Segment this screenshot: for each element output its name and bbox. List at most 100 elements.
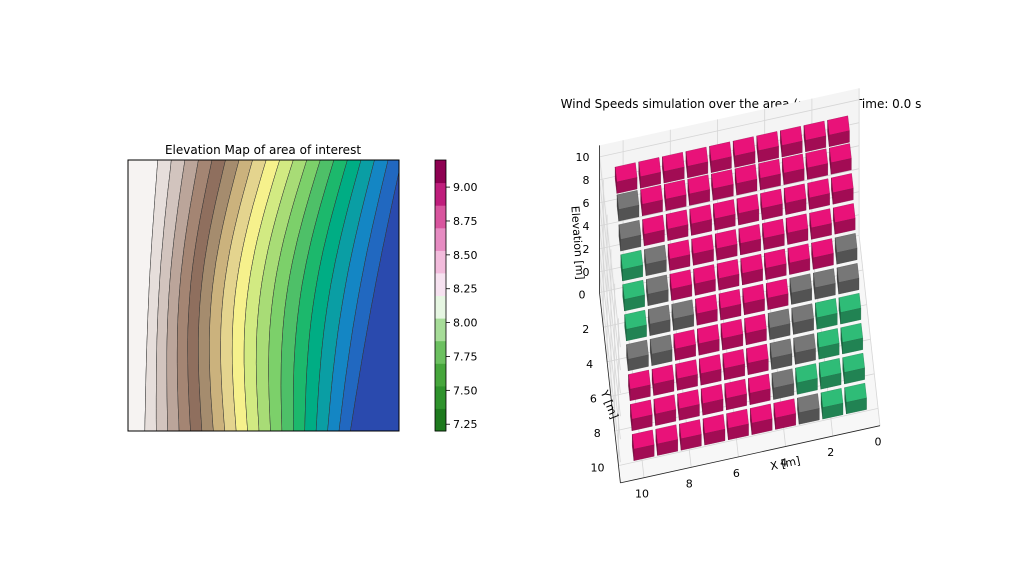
map-frame [127, 159, 400, 432]
wind-bar [720, 319, 744, 351]
wind-bar [734, 164, 758, 196]
colorbar-tick-label: 8.25 [453, 283, 478, 296]
wind-bar [834, 233, 858, 265]
wind-bar [787, 243, 811, 275]
z-tick-label: 10 [576, 151, 590, 164]
wind-bar [695, 294, 718, 326]
colorbar-tick-label: 8.00 [453, 317, 478, 330]
z-tick-label: 8 [583, 174, 590, 187]
y-tick-label: 4 [586, 358, 593, 371]
x-tick-label: 0 [875, 436, 882, 449]
wind-bar [813, 268, 836, 300]
wind-bar [622, 279, 645, 312]
wind-bar [667, 239, 691, 271]
grid-line [599, 248, 621, 440]
wind-bar [791, 303, 814, 335]
wind-bar [649, 334, 673, 366]
wind-bar [669, 269, 693, 301]
wind-bar [742, 283, 765, 316]
wind-bar [805, 148, 828, 180]
wind-bar [685, 146, 709, 179]
z-tick-label: 2 [583, 243, 590, 256]
wind-bar [648, 304, 671, 336]
wind-bar [732, 136, 756, 168]
wind-bar [831, 173, 854, 205]
grid-line [599, 225, 621, 417]
wind-bar [624, 309, 647, 342]
wind-bar [715, 229, 738, 261]
wind-bar [653, 394, 677, 426]
wind-bar [803, 120, 827, 153]
grid-line [599, 179, 621, 371]
wind-bar [722, 349, 745, 381]
z-tick-label: 4 [583, 220, 590, 233]
wind-bar [646, 274, 669, 306]
wind-bar [679, 419, 702, 451]
wind-bar [844, 382, 867, 415]
colorbar-tick-label: 8.50 [453, 249, 478, 262]
y-tick-label: 10 [591, 462, 605, 475]
wind-bar [795, 363, 818, 395]
grid-line [599, 156, 621, 348]
wind-bar [736, 194, 760, 226]
z-tick-label: 6 [583, 197, 590, 210]
wind-bar [827, 115, 850, 147]
wind-bar [782, 153, 805, 185]
x-tick-label: 10 [635, 488, 649, 501]
wind-bar [673, 329, 696, 361]
y-tick-label: 0 [579, 289, 586, 302]
colorbar: 7.25 7.50 7.75 8.00 8.25 8.50 8.75 9.00 [434, 159, 478, 432]
wind-bar [664, 179, 687, 211]
wind-bar [783, 183, 807, 215]
wind-bar [760, 188, 783, 221]
elevation-map: Elevation Map of area of interest [127, 143, 400, 432]
x-tick-label: 6 [733, 467, 740, 480]
wind-bar [616, 190, 640, 222]
wind-bar [644, 244, 667, 276]
x-tick-label: 2 [827, 446, 834, 459]
x-tick-label: 8 [686, 477, 693, 490]
wind-bar [626, 339, 649, 372]
contour-band [350, 160, 399, 431]
colorbar-band [435, 227, 446, 251]
colorbar-tick-label: 7.25 [453, 418, 478, 431]
wind-bar [815, 298, 838, 330]
colorbar-band [435, 250, 446, 274]
colorbar-band [435, 182, 446, 206]
colorbar-band [435, 340, 446, 364]
wind-bar [762, 218, 785, 250]
wind-bar [697, 324, 720, 356]
wind-bar [651, 364, 675, 396]
y-tick-label: 2 [582, 323, 589, 336]
wind-bar [716, 259, 740, 291]
contour-bands [128, 160, 399, 431]
elevation-map-title: Elevation Map of area of interest [165, 143, 361, 157]
colorbar-tick-label: 7.50 [453, 384, 478, 397]
wind-3d-chart: Wind Speeds simulation over the area (m/… [561, 88, 921, 501]
axis-ticks: 10 8 6 4 2 0 0 2 4 6 8 10 0 2 4 6 8 10 [576, 151, 882, 501]
wind-bar [750, 403, 773, 435]
wind-bar [709, 141, 732, 173]
wind-bar [628, 369, 651, 401]
wind-bar [820, 388, 844, 420]
wind-bar [842, 352, 865, 385]
colorbar-band [435, 385, 446, 409]
wind-bar [771, 368, 795, 400]
wind-bar [740, 253, 763, 286]
wind-bar [817, 328, 840, 360]
wind-bar [758, 158, 781, 191]
wind-bar [677, 389, 700, 421]
wind-bar [699, 354, 722, 386]
wind-bar [711, 169, 734, 201]
colorbar-tick-label: 9.00 [453, 181, 478, 194]
wind-bar [614, 162, 638, 194]
wind-bar [693, 264, 716, 296]
axis-line [599, 292, 621, 483]
wind-bar [724, 378, 747, 411]
colorbar-band [435, 363, 446, 387]
colorbar-band [435, 205, 446, 229]
colorbar-tick-label: 8.75 [453, 215, 478, 228]
wind-bar [780, 126, 803, 158]
wind-bar [748, 373, 771, 405]
wind-bar [829, 143, 852, 175]
